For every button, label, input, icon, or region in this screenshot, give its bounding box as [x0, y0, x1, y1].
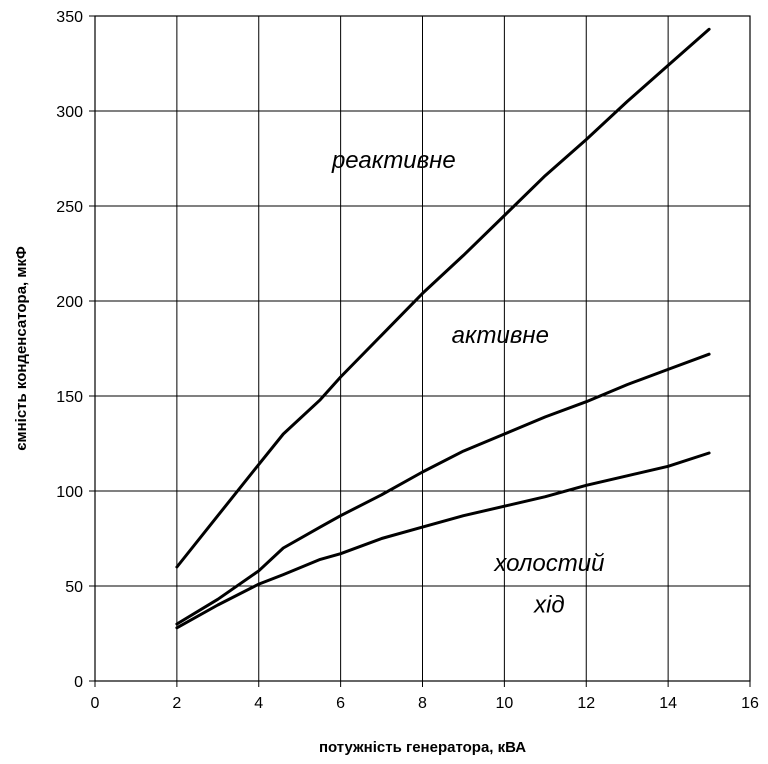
x-tick-label: 0 [91, 695, 100, 712]
x-tick-label: 10 [495, 695, 513, 712]
x-tick-label: 8 [418, 695, 427, 712]
x-tick-label: 16 [741, 695, 759, 712]
curve-label: холостий [493, 550, 604, 577]
y-tick-label: 50 [65, 579, 83, 596]
series-line-холостий-хід [175, 451, 711, 630]
y-tick-label: 250 [56, 199, 83, 216]
annotations: реактивне активне холостий хід [331, 147, 605, 619]
grid [95, 16, 750, 681]
x-tick-label: 4 [254, 695, 263, 712]
x-tick-label: 6 [336, 695, 345, 712]
y-tick-label: 200 [56, 294, 83, 311]
y-tick-label: 350 [56, 9, 83, 26]
series-lines [175, 27, 711, 630]
x-tick-label: 14 [659, 695, 677, 712]
x-axis-title: потужність генератора, кВА [319, 739, 526, 756]
axis-ticks: 0 2 4 6 8 10 12 14 16 0 50 100 150 200 250 300 350 [56, 9, 759, 712]
y-tick-label: 300 [56, 104, 83, 121]
curve-label: активне [452, 322, 549, 349]
series-line-реактивне [175, 27, 711, 569]
y-tick-label: 100 [56, 484, 83, 501]
x-tick-label: 12 [577, 695, 595, 712]
y-tick-label: 150 [56, 389, 83, 406]
curve-label: хід [533, 592, 565, 619]
y-tick-label: 0 [74, 674, 83, 691]
curve-label: реактивне [331, 147, 456, 174]
y-axis-title: ємність конденсатора, мкФ [13, 246, 30, 451]
x-tick-label: 2 [172, 695, 181, 712]
series-line-активне [175, 352, 711, 626]
